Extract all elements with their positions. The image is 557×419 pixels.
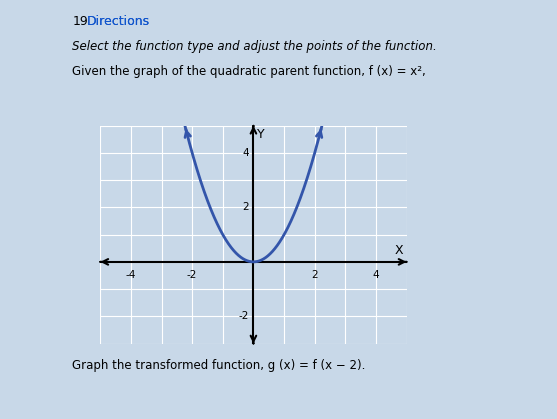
Text: Directions: Directions xyxy=(86,15,149,28)
Text: -4: -4 xyxy=(126,270,136,280)
Text: Directions: Directions xyxy=(86,15,149,28)
Text: Y: Y xyxy=(257,129,265,142)
Text: 2: 2 xyxy=(311,270,318,280)
Text: 2: 2 xyxy=(242,202,249,212)
Text: 4: 4 xyxy=(373,270,379,280)
Text: -2: -2 xyxy=(187,270,197,280)
Text: -2: -2 xyxy=(238,311,249,321)
Text: X: X xyxy=(395,244,404,257)
Text: Graph the transformed function, g (x) = f (x − 2).: Graph the transformed function, g (x) = … xyxy=(72,359,366,372)
Text: Select the function type and adjust the points of the function.: Select the function type and adjust the … xyxy=(72,40,437,53)
Text: 19.: 19. xyxy=(72,15,92,28)
Text: Given the graph of the quadratic parent function, f (x) = x²,: Given the graph of the quadratic parent … xyxy=(72,65,426,78)
Text: 4: 4 xyxy=(242,148,249,158)
